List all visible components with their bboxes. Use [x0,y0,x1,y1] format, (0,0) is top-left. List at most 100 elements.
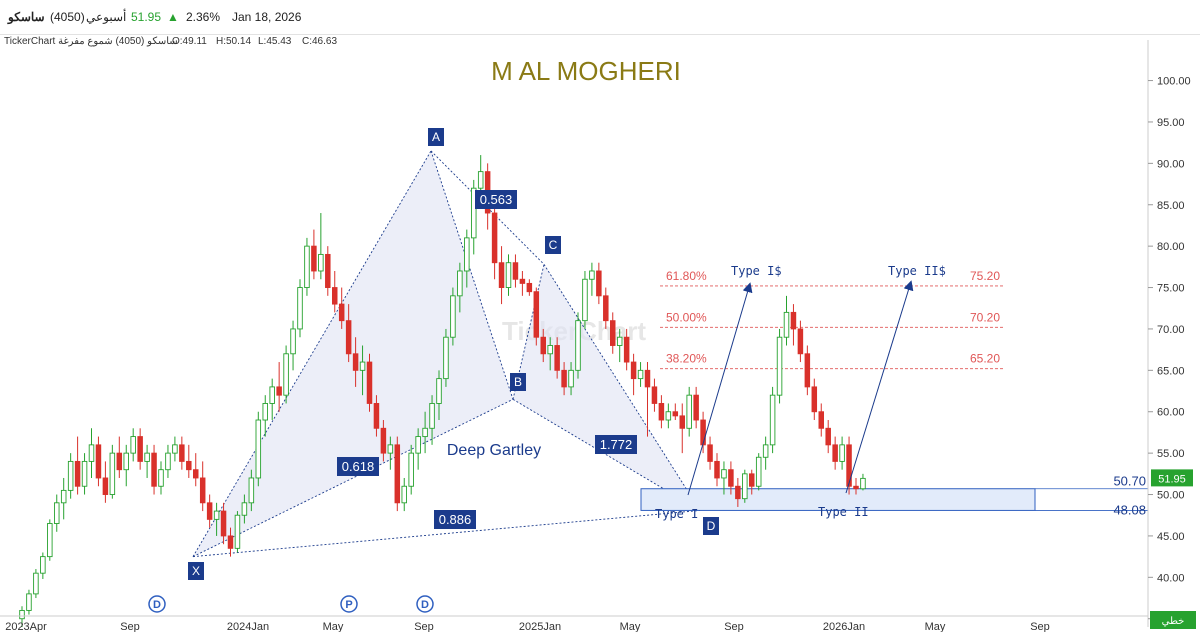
candle-body [269,386,275,404]
type1-target-label: Type I$ [731,264,782,278]
candle [172,436,178,462]
candle-body [33,572,39,595]
candle [853,477,859,495]
candle-body [610,320,616,346]
candle [623,328,630,371]
candle-body [603,295,609,322]
ratio-xb-box [337,457,379,476]
high-value: H:50.14 [216,36,252,47]
candle-body [366,361,373,404]
y-tick-label: 100.00 [1157,76,1191,88]
fib-pct-0: 61.80% [666,269,707,283]
candle-body [172,444,178,454]
fib-price-1: 70.20 [970,310,1000,324]
candle [401,477,408,512]
candle-body [679,415,686,429]
candle-body [179,444,185,462]
point-X-label: X [192,564,200,578]
point-B-box [510,373,526,391]
candle [693,386,699,429]
candle [665,403,672,429]
candle [165,444,171,478]
candle-body [234,514,241,549]
candle-body [206,502,213,520]
x-tick-label: 2025Jan [519,621,561,632]
y-tick-label: 85.00 [1157,200,1185,212]
candle [596,262,602,305]
candle-body [380,427,387,454]
candle-body [457,270,463,297]
candle [589,262,595,296]
candle [686,386,692,437]
candle [818,403,825,437]
candle-body [519,278,526,284]
candle [151,444,157,495]
axis-mode-box [1150,611,1196,629]
candle-body [582,278,588,322]
candle [213,502,220,536]
candle [408,444,414,495]
type2-arrow [845,280,914,494]
y-tick-label: 70.00 [1157,324,1185,336]
fib-price-2: 65.20 [970,352,1000,366]
candle-body [533,291,540,338]
candle-body [429,403,435,429]
candle-body [227,535,234,549]
candle-body [40,556,46,574]
candle [311,229,317,280]
candle-body [498,262,505,288]
candle-body [860,477,866,490]
candle-body [158,469,164,487]
last-price-tag-box [1151,469,1193,487]
candle [269,378,275,421]
candle [130,428,136,462]
candle [26,589,32,615]
candle [283,345,289,404]
candle [67,453,74,499]
candle-body [26,593,32,611]
x-tick-label: 2026Jan [823,621,865,632]
candle [790,304,797,346]
candle-body [47,523,53,558]
candle [707,436,713,470]
candle-body [290,328,296,355]
candle-body [88,444,95,462]
candle-body [248,477,255,504]
zone-lower-label: 48.08 [1113,502,1146,517]
candle-body [762,444,769,458]
candle [526,279,533,296]
ohlc-bar: TickerChart ساسكو (4050) شموع مفرغة O:49… [0,36,900,50]
candle-body [735,485,741,500]
candle-body [825,427,831,446]
candle-body [797,328,804,355]
candle [380,420,387,462]
candle-body [199,477,206,504]
candle [804,345,811,396]
candle [332,270,338,313]
candle [769,386,776,454]
event-indicator-label: D [421,599,429,611]
candle [54,494,60,532]
candle-body [589,270,595,280]
candle [394,436,401,512]
x-tick-label: May [323,621,344,632]
point-A-label: A [432,130,440,144]
candle [47,519,53,561]
candle [457,262,463,313]
candle [88,428,95,478]
y-tick-label: 55.00 [1157,448,1185,460]
candle [679,403,686,454]
candle [846,436,852,495]
candle [74,436,81,495]
candle [637,362,644,387]
candle [290,320,296,371]
candle-body [811,386,818,413]
candle [262,395,269,437]
candle [33,569,39,599]
event-indicator-icon [416,595,434,613]
candle-body [651,386,658,404]
type2-target-label: Type II$ [888,264,946,278]
candle-body [109,452,116,495]
candle-body [220,510,227,537]
